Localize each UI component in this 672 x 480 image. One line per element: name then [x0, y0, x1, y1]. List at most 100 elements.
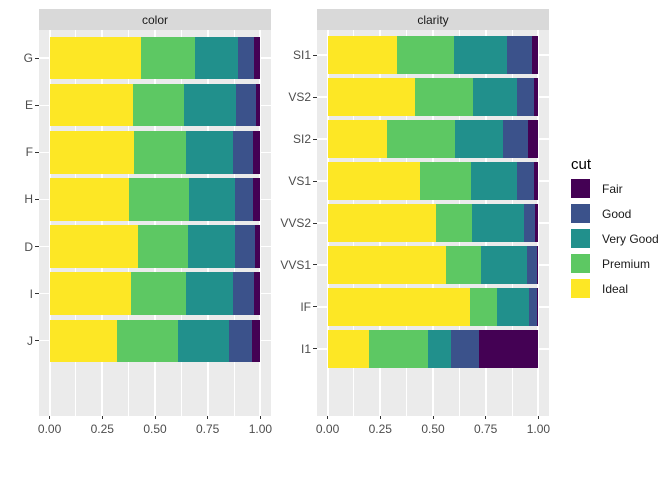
- x-axis-label: 0.75: [196, 422, 220, 436]
- bar-segment-fair: [253, 131, 261, 174]
- legend-entry-premium: Premium: [571, 254, 659, 273]
- bar-segment-good: [238, 37, 255, 80]
- y-axis-label-i1: I1: [300, 341, 311, 356]
- bar-segment-premium: [369, 329, 428, 368]
- facet-strip-label-color: color: [141, 12, 168, 27]
- facet-panel-color: [39, 30, 271, 416]
- bar-segment-premium: [445, 246, 482, 284]
- bar-clarity-vvs1: [327, 246, 539, 284]
- bar-segment-very-good: [183, 84, 236, 127]
- bar-segment-good: [233, 272, 254, 315]
- y-axis-label-si1: SI1: [292, 48, 311, 63]
- bar-segment-premium: [134, 131, 186, 174]
- legend-swatch-fair: [571, 179, 590, 198]
- bar-segment-premium: [387, 120, 455, 158]
- bar-clarity-vs1: [327, 162, 539, 200]
- y-axis-label-h: H: [24, 192, 33, 207]
- legend-entry-ideal: Ideal: [571, 279, 659, 298]
- gridline-major: [101, 30, 104, 416]
- facet-strip-label-clarity: clarity: [417, 12, 449, 27]
- bar-segment-ideal: [49, 225, 138, 268]
- gridline-minor: [233, 30, 235, 416]
- x-axis-tick: [154, 416, 156, 419]
- bar-segment-very-good: [186, 272, 234, 315]
- bar-segment-good: [234, 225, 256, 268]
- bar-segment-very-good: [472, 78, 518, 116]
- y-axis-tick: [35, 151, 39, 153]
- bar-segment-good: [233, 131, 254, 174]
- legend-entry-good: Good: [571, 204, 659, 223]
- bar-segment-very-good: [185, 131, 234, 174]
- legend-label-very-good: Very Good: [602, 231, 659, 246]
- x-axis-tick: [259, 416, 261, 419]
- bar-segment-fair: [251, 319, 261, 362]
- x-axis-tick: [101, 416, 103, 419]
- y-axis-label-si2: SI2: [292, 132, 311, 147]
- y-axis-label-j: J: [27, 333, 33, 348]
- x-axis-tick: [327, 416, 329, 419]
- bar-segment-very-good: [497, 288, 529, 326]
- bar-segment-very-good: [454, 36, 507, 75]
- y-axis-tick: [35, 246, 39, 248]
- bar-segment-good: [528, 288, 538, 326]
- bar-segment-ideal: [327, 120, 388, 158]
- legend-swatch-good: [571, 204, 590, 223]
- bar-color-g: [49, 37, 261, 80]
- y-axis-label-i: I: [29, 286, 33, 301]
- bar-segment-very-good: [177, 319, 229, 362]
- x-axis-tick: [207, 416, 209, 419]
- bar-segment-very-good: [188, 178, 235, 221]
- bar-segment-good: [451, 329, 479, 368]
- y-axis-tick: [35, 104, 39, 106]
- x-axis-label: 0.00: [315, 422, 340, 436]
- bar-segment-ideal: [327, 78, 415, 116]
- bar-segment-premium: [414, 78, 473, 116]
- x-axis-tick: [379, 416, 381, 419]
- facet-strip-clarity: clarity: [317, 9, 549, 30]
- x-axis-tick: [49, 416, 51, 419]
- gridline-major: [259, 30, 262, 416]
- bar-segment-fair: [252, 178, 261, 221]
- bar-segment-good: [517, 162, 534, 200]
- bar-clarity-i1: [327, 329, 539, 368]
- y-axis-tick: [313, 54, 317, 56]
- y-axis-label-d: D: [24, 239, 33, 254]
- y-axis-label-f: F: [25, 145, 33, 160]
- legend-label-fair: Fair: [602, 181, 623, 196]
- gridline-minor: [75, 30, 77, 416]
- bar-segment-premium: [420, 162, 472, 200]
- bar-segment-fair: [537, 288, 539, 326]
- bar-segment-good: [526, 246, 538, 284]
- x-axis-label: 1.00: [248, 422, 273, 436]
- bar-clarity-vvs2: [327, 204, 539, 242]
- legend-label-premium: Premium: [602, 256, 651, 271]
- bar-segment-fair: [533, 162, 539, 200]
- y-axis-tick: [313, 264, 317, 266]
- y-axis-tick: [313, 306, 317, 308]
- bar-segment-premium: [116, 319, 178, 362]
- bar-segment-fair: [537, 246, 539, 284]
- bar-color-e: [49, 84, 261, 127]
- bar-segment-good: [523, 204, 536, 242]
- y-axis-tick: [313, 96, 317, 98]
- bar-segment-ideal: [49, 84, 134, 127]
- legend-swatch-premium: [571, 254, 590, 273]
- bar-color-f: [49, 131, 261, 174]
- bar-segment-very-good: [187, 225, 235, 268]
- y-axis-tick: [35, 198, 39, 200]
- x-axis-tick: [537, 416, 539, 419]
- bar-segment-premium: [140, 37, 196, 80]
- bar-segment-fair: [255, 225, 261, 268]
- bar-segment-fair: [535, 204, 539, 242]
- bar-segment-good: [235, 84, 256, 127]
- bar-segment-good: [517, 78, 534, 116]
- gridline-major: [206, 30, 209, 416]
- x-axis-label: 0.50: [421, 422, 445, 436]
- gridline-major: [154, 30, 156, 416]
- bar-clarity-si2: [327, 120, 539, 158]
- bar-segment-ideal: [327, 246, 446, 284]
- bar-segment-ideal: [49, 272, 131, 315]
- gridline-major: [48, 30, 51, 416]
- x-axis-label: 1.00: [526, 422, 551, 436]
- bar-segment-premium: [137, 225, 188, 268]
